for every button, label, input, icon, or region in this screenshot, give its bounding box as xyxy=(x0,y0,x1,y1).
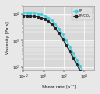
Legend: PP, PP/CO₂: PP, PP/CO₂ xyxy=(72,7,93,20)
Y-axis label: Viscosity [Pa·s]: Viscosity [Pa·s] xyxy=(6,21,10,54)
X-axis label: Shear rate [s⁻¹]: Shear rate [s⁻¹] xyxy=(42,84,76,88)
